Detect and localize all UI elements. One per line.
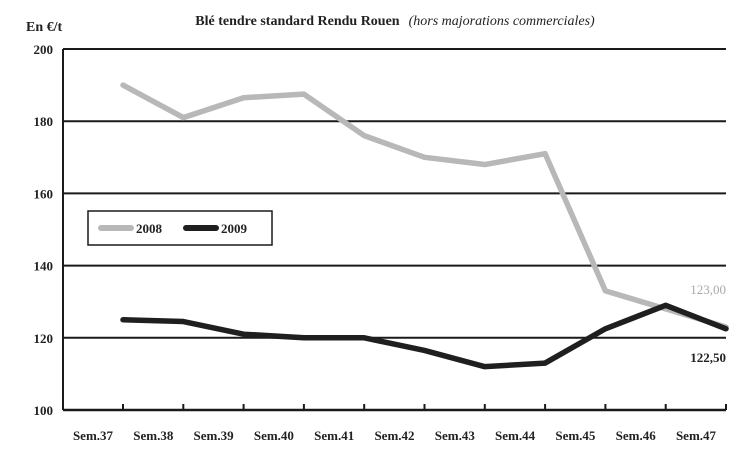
x-tick-label: Sem.41 [314, 428, 354, 443]
x-tick-labels: Sem.37 Sem.38 Sem.39 Sem.40 Sem.41 Sem.42 Sem.… [73, 404, 727, 443]
y-tick-label: 120 [34, 331, 54, 346]
chart-title-main: Blé tendre standard Rendu Rouen [195, 14, 400, 29]
x-tick-label: Sem.47 [676, 428, 717, 443]
series-lines [120, 82, 729, 370]
legend-label-2008: 2008 [136, 221, 163, 236]
series-line-2008 [120, 82, 729, 330]
x-tick-label: Sem.42 [374, 428, 414, 443]
y-axis-unit: En €/t [26, 20, 63, 35]
end-value-label-2008: 123,00 [690, 282, 726, 297]
end-value-label-2009: 122,50 [690, 350, 726, 365]
y-tick-label: 100 [34, 403, 54, 418]
x-tick-label: Sem.46 [616, 428, 657, 443]
end-value-labels: 123,00 122,50 [690, 282, 726, 365]
x-tick-label: Sem.43 [435, 428, 476, 443]
x-tick-label: Sem.38 [133, 428, 174, 443]
gridlines [62, 48, 726, 412]
legend-label-2009: 2009 [221, 221, 248, 236]
x-tick-label: Sem.39 [194, 428, 235, 443]
x-tick-label: Sem.44 [495, 428, 536, 443]
y-tick-label: 180 [34, 114, 54, 129]
x-tick-label: Sem.37 [73, 428, 114, 443]
y-tick-label: 200 [34, 42, 54, 57]
x-tick-label: Sem.45 [555, 428, 596, 443]
legend: 2008 2009 [87, 210, 273, 246]
x-tick-label: Sem.40 [254, 428, 294, 443]
series-line-2009 [120, 302, 729, 370]
y-tick-label: 140 [34, 259, 54, 274]
y-tick-label: 160 [34, 186, 54, 201]
y-tick-labels: 100 120 140 160 180 200 [34, 42, 54, 418]
chart-subtitle: (hors majorations commerciales) [409, 14, 595, 29]
chart-title: Blé tendre standard Rendu Rouen (hors ma… [195, 12, 595, 29]
